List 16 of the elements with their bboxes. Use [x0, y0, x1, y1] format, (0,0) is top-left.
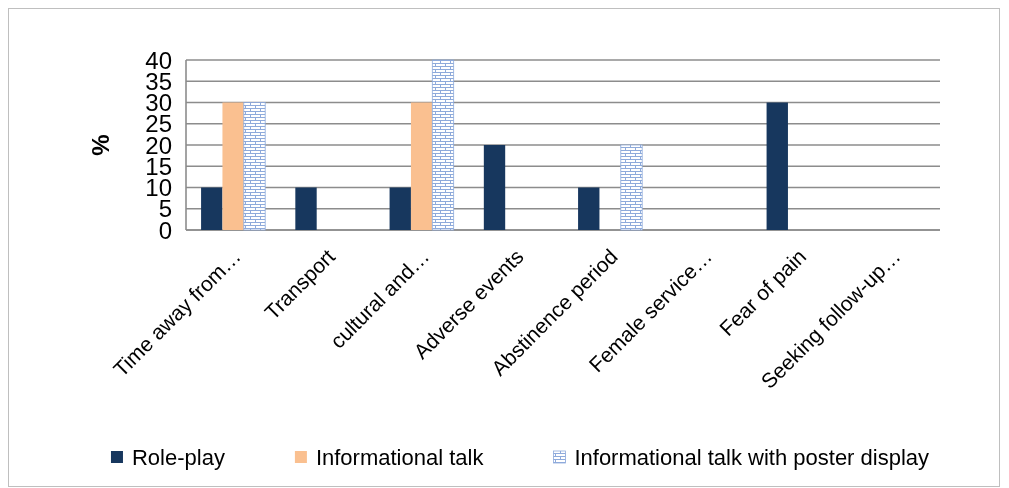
- bar: [243, 102, 266, 231]
- legend-label: Role-play: [131, 444, 225, 470]
- y-axis-title: %: [86, 134, 114, 156]
- legend-label: Informational talk: [315, 444, 485, 470]
- bar: [389, 187, 411, 230]
- bar: [483, 145, 506, 230]
- bar: [201, 187, 223, 230]
- bar: [431, 59, 455, 231]
- bar: [295, 187, 317, 230]
- bar: [410, 102, 433, 230]
- bar: [222, 102, 244, 230]
- bar: [578, 187, 600, 230]
- bar: [766, 102, 788, 230]
- legend-label: Informational talk with poster display: [574, 444, 930, 470]
- bar: [620, 144, 643, 231]
- y-tick-label: 40: [145, 46, 172, 74]
